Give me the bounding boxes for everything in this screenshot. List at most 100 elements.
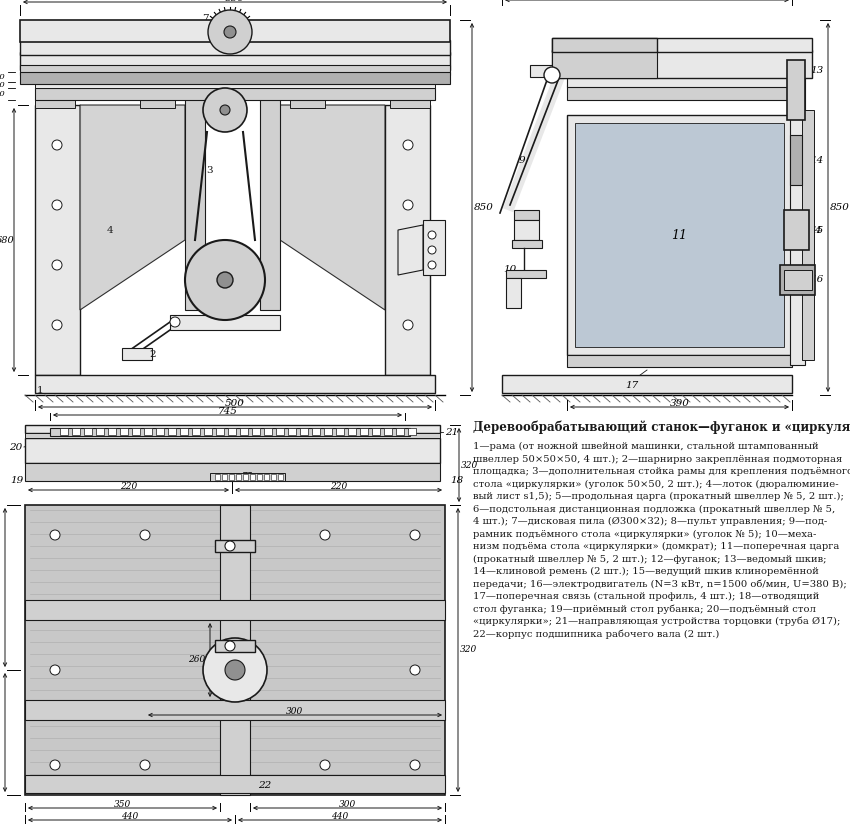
Circle shape bbox=[208, 10, 252, 54]
Bar bbox=[260, 85, 280, 310]
Bar bbox=[35, 82, 435, 88]
Bar bbox=[360, 428, 368, 435]
Circle shape bbox=[50, 665, 60, 675]
Circle shape bbox=[220, 105, 230, 115]
Bar bbox=[35, 88, 435, 100]
Bar bbox=[25, 700, 445, 720]
Text: 260: 260 bbox=[188, 656, 205, 664]
Bar bbox=[530, 65, 565, 77]
Bar bbox=[25, 505, 445, 795]
Circle shape bbox=[225, 541, 235, 551]
Bar bbox=[271, 474, 276, 480]
Circle shape bbox=[50, 530, 60, 540]
Text: 1: 1 bbox=[37, 386, 43, 395]
Circle shape bbox=[410, 530, 420, 540]
Text: 14—клиновой ремень (2 шт.); 15—ведущий шкив клиноремённой: 14—клиновой ремень (2 шт.); 15—ведущий ш… bbox=[473, 567, 819, 576]
Bar bbox=[25, 600, 445, 620]
Circle shape bbox=[50, 760, 60, 770]
Bar bbox=[264, 474, 269, 480]
Text: 14: 14 bbox=[810, 156, 824, 165]
Bar bbox=[210, 473, 285, 481]
Bar bbox=[185, 85, 205, 310]
Bar bbox=[790, 135, 802, 185]
Text: 745: 745 bbox=[218, 407, 237, 416]
Text: 8: 8 bbox=[434, 237, 441, 246]
Polygon shape bbox=[398, 225, 423, 275]
Circle shape bbox=[217, 272, 233, 288]
Bar bbox=[229, 474, 234, 480]
Bar bbox=[784, 270, 812, 290]
Bar bbox=[60, 428, 68, 435]
Text: 6—подстольная дистанционная подложка (прокатный швеллер № 5,: 6—подстольная дистанционная подложка (пр… bbox=[473, 504, 836, 513]
Bar bbox=[35, 100, 75, 108]
Circle shape bbox=[403, 200, 413, 210]
Text: 75: 75 bbox=[241, 472, 253, 481]
Text: 2: 2 bbox=[150, 349, 156, 358]
Bar bbox=[236, 474, 241, 480]
Text: передачи; 16—электродвигатель (N=3 кВт, n=1500 об/мин, U=380 В);: передачи; 16—электродвигатель (N=3 кВт, … bbox=[473, 579, 847, 589]
Bar bbox=[243, 474, 248, 480]
Bar bbox=[802, 110, 814, 360]
Bar bbox=[144, 428, 152, 435]
Text: 300: 300 bbox=[339, 800, 356, 809]
Bar bbox=[567, 85, 792, 100]
Bar bbox=[170, 315, 280, 330]
Circle shape bbox=[320, 530, 330, 540]
Text: 13: 13 bbox=[810, 65, 824, 74]
Bar bbox=[25, 775, 445, 793]
Text: 22—корпус подшипника рабочего вала (2 шт.): 22—корпус подшипника рабочего вала (2 шт… bbox=[473, 630, 719, 639]
Text: Деревообрабатывающий станок—фуганок и «циркулярка»:: Деревообрабатывающий станок—фуганок и «ц… bbox=[473, 420, 850, 433]
Text: 18: 18 bbox=[450, 475, 463, 485]
Circle shape bbox=[52, 260, 62, 270]
Bar bbox=[290, 100, 325, 108]
Text: 9: 9 bbox=[518, 156, 525, 165]
Bar bbox=[35, 375, 435, 393]
Text: 390: 390 bbox=[670, 399, 689, 408]
Bar bbox=[140, 100, 175, 108]
Text: 1—рама (от ножной швейной машинки, стальной штампованный: 1—рама (от ножной швейной машинки, сталь… bbox=[473, 442, 819, 451]
Text: 12: 12 bbox=[565, 44, 579, 53]
Bar bbox=[132, 428, 140, 435]
Text: 320: 320 bbox=[461, 461, 479, 470]
Bar bbox=[25, 438, 440, 463]
Bar bbox=[204, 428, 212, 435]
Text: 15: 15 bbox=[810, 226, 824, 235]
Text: 4 шт.); 7—дисковая пила (Ø300×32); 8—пульт управления; 9—под-: 4 шт.); 7—дисковая пила (Ø300×32); 8—пул… bbox=[473, 517, 827, 527]
Circle shape bbox=[320, 760, 330, 770]
Bar bbox=[20, 52, 450, 70]
Bar bbox=[552, 38, 657, 52]
Circle shape bbox=[52, 320, 62, 330]
Text: 10: 10 bbox=[503, 265, 517, 274]
Text: 50: 50 bbox=[0, 81, 6, 89]
Bar bbox=[120, 428, 128, 435]
Bar bbox=[20, 72, 450, 84]
Polygon shape bbox=[80, 105, 185, 310]
Text: 440: 440 bbox=[122, 812, 139, 821]
Bar bbox=[50, 428, 410, 436]
Bar bbox=[180, 428, 188, 435]
Bar bbox=[312, 428, 320, 435]
Bar bbox=[552, 38, 812, 52]
Bar bbox=[787, 60, 805, 120]
Bar bbox=[250, 474, 255, 480]
Bar bbox=[396, 428, 404, 435]
Bar bbox=[252, 428, 260, 435]
Bar bbox=[502, 375, 792, 393]
Text: 19: 19 bbox=[11, 475, 24, 485]
Polygon shape bbox=[280, 105, 385, 310]
Bar bbox=[780, 265, 815, 295]
Circle shape bbox=[544, 67, 560, 83]
Circle shape bbox=[225, 641, 235, 651]
Bar bbox=[300, 428, 308, 435]
Text: 17: 17 bbox=[626, 381, 638, 390]
Bar bbox=[278, 474, 283, 480]
Circle shape bbox=[428, 261, 436, 269]
Bar bbox=[385, 105, 430, 375]
Text: стола «циркулярки» (уголок 50×50, 2 шт.); 4—лоток (дюралюминие-: стола «циркулярки» (уголок 50×50, 2 шт.)… bbox=[473, 480, 839, 489]
Text: 680: 680 bbox=[0, 236, 14, 245]
Circle shape bbox=[403, 260, 413, 270]
Text: 50: 50 bbox=[0, 90, 6, 98]
Text: 220: 220 bbox=[330, 482, 347, 491]
Text: 22: 22 bbox=[258, 780, 272, 789]
Bar bbox=[324, 428, 332, 435]
